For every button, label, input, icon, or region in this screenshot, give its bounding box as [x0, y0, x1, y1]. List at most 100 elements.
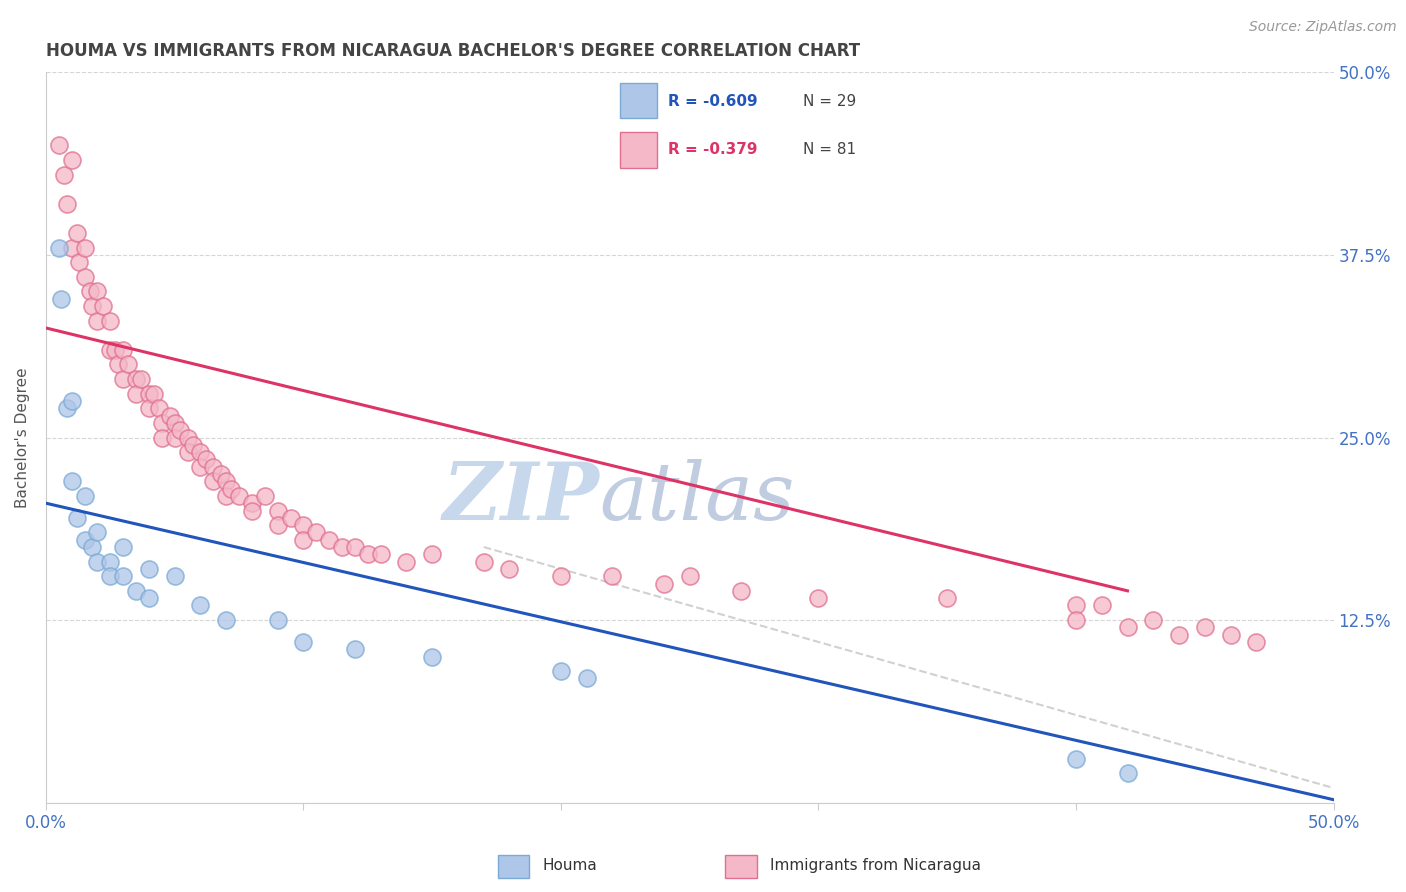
Text: R = -0.379: R = -0.379 — [668, 142, 758, 157]
Point — [550, 664, 572, 678]
Point — [807, 591, 830, 606]
Point — [602, 569, 624, 583]
Point — [48, 138, 70, 153]
Point — [69, 255, 91, 269]
Point — [575, 672, 598, 686]
Point — [730, 583, 752, 598]
Point — [1064, 613, 1087, 627]
Point — [138, 401, 160, 416]
Point — [190, 445, 212, 459]
Bar — [498, 855, 530, 878]
Text: Immigrants from Nicaragua: Immigrants from Nicaragua — [770, 858, 981, 872]
Text: N = 29: N = 29 — [803, 94, 856, 109]
Point — [98, 343, 121, 357]
Point — [98, 314, 121, 328]
Point — [107, 358, 129, 372]
Text: atlas: atlas — [599, 459, 794, 537]
Point — [86, 555, 108, 569]
Point — [181, 438, 204, 452]
Point — [98, 569, 121, 583]
Point — [228, 489, 250, 503]
Text: R = -0.609: R = -0.609 — [668, 94, 758, 109]
Point — [86, 525, 108, 540]
Point — [253, 489, 276, 503]
Point — [112, 372, 135, 386]
Point — [125, 372, 148, 386]
Point — [194, 452, 217, 467]
Point — [138, 591, 160, 606]
Point — [936, 591, 959, 606]
Point — [1246, 635, 1268, 649]
Text: N = 81: N = 81 — [803, 142, 856, 157]
Point — [498, 562, 520, 576]
Point — [1168, 627, 1191, 641]
Point — [66, 511, 89, 525]
Point — [169, 423, 191, 437]
Point — [1116, 766, 1139, 780]
Point — [79, 285, 101, 299]
Point — [82, 540, 104, 554]
Point — [143, 386, 166, 401]
Point — [125, 386, 148, 401]
Point — [202, 459, 225, 474]
Point — [215, 489, 238, 503]
Point — [343, 540, 366, 554]
Point — [1194, 620, 1216, 634]
Point — [112, 343, 135, 357]
Point — [190, 599, 212, 613]
Point — [1116, 620, 1139, 634]
Point — [112, 540, 135, 554]
Point — [240, 503, 263, 517]
Point — [472, 555, 495, 569]
Text: Houma: Houma — [543, 858, 596, 872]
Bar — [620, 132, 657, 168]
Point — [98, 555, 121, 569]
Point — [163, 569, 186, 583]
Point — [221, 482, 243, 496]
Point — [129, 372, 152, 386]
Bar — [725, 855, 758, 878]
Point — [679, 569, 702, 583]
Point — [104, 343, 127, 357]
Point — [215, 613, 238, 627]
Text: HOUMA VS IMMIGRANTS FROM NICARAGUA BACHELOR'S DEGREE CORRELATION CHART: HOUMA VS IMMIGRANTS FROM NICARAGUA BACHE… — [46, 42, 860, 60]
Point — [73, 489, 96, 503]
Point — [73, 533, 96, 547]
Point — [280, 511, 302, 525]
Point — [86, 314, 108, 328]
Point — [86, 285, 108, 299]
Bar — [620, 83, 657, 119]
Point — [215, 475, 238, 489]
Point — [91, 299, 114, 313]
Text: ZIP: ZIP — [443, 459, 599, 537]
Point — [159, 409, 181, 423]
Point — [190, 459, 212, 474]
Point — [343, 642, 366, 657]
Point — [550, 569, 572, 583]
Point — [176, 430, 198, 444]
Point — [395, 555, 418, 569]
Point — [292, 635, 315, 649]
Point — [138, 562, 160, 576]
Point — [82, 299, 104, 313]
Point — [55, 197, 77, 211]
Point — [73, 241, 96, 255]
Point — [48, 241, 70, 255]
Point — [125, 583, 148, 598]
Point — [267, 518, 290, 533]
Point — [420, 547, 443, 561]
Point — [202, 475, 225, 489]
Point — [267, 503, 290, 517]
Point — [305, 525, 328, 540]
Point — [1219, 627, 1241, 641]
Point — [652, 576, 675, 591]
Point — [292, 518, 315, 533]
Point — [318, 533, 340, 547]
Point — [240, 496, 263, 510]
Point — [60, 153, 83, 167]
Point — [150, 416, 173, 430]
Point — [357, 547, 380, 561]
Point — [209, 467, 232, 481]
Text: Source: ZipAtlas.com: Source: ZipAtlas.com — [1249, 20, 1396, 34]
Point — [60, 394, 83, 409]
